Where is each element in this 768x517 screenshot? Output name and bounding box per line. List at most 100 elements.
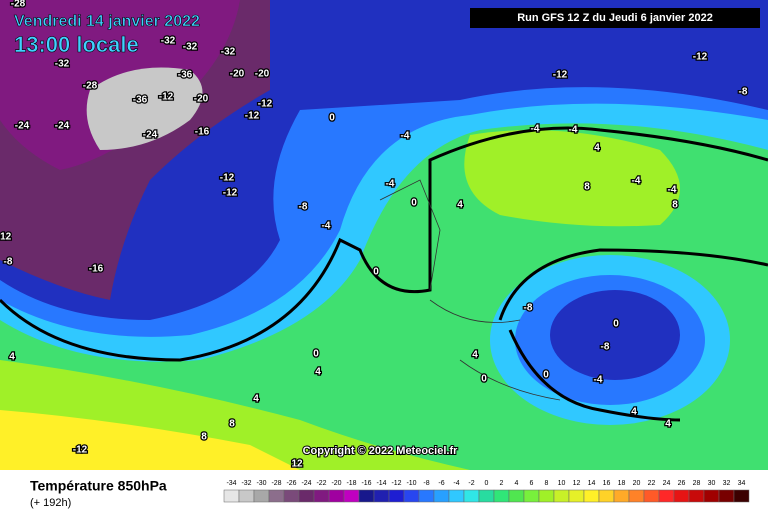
- contour-label: -12: [223, 188, 238, 199]
- legend-swatch: [448, 489, 465, 503]
- contour-label: -12: [693, 52, 708, 63]
- legend-label: 34: [738, 480, 746, 487]
- legend-swatch: [238, 489, 255, 503]
- legend-swatch: [373, 489, 390, 503]
- legend-swatch: [328, 489, 345, 503]
- contour-label: -12: [159, 92, 174, 103]
- contour-label: 0: [329, 113, 335, 124]
- legend-label: 24: [663, 480, 671, 487]
- contour-label: 4: [315, 367, 321, 378]
- legend-swatch: [403, 489, 420, 503]
- legend-swatch: [463, 489, 480, 503]
- contour-label: -32: [161, 36, 176, 47]
- isotherm-0: [0, 126, 768, 362]
- contour-label: 4: [594, 143, 600, 154]
- legend-label: 18: [618, 480, 626, 487]
- legend-swatch: [343, 489, 360, 503]
- legend-swatch: [658, 489, 675, 503]
- contour-label: -24: [15, 121, 30, 132]
- contour-label: -20: [230, 69, 245, 80]
- legend-label: -10: [406, 480, 416, 487]
- contour-label: -4: [668, 185, 677, 196]
- contour-label: -36: [178, 70, 193, 81]
- contour-label: -8: [299, 202, 308, 213]
- contour-label: -12: [245, 111, 260, 122]
- legend-swatch: [223, 489, 240, 503]
- legend-label: -28: [271, 480, 281, 487]
- legend-label: -34: [226, 480, 236, 487]
- color-legend: -34 -32 -30 -28 -26 -24 -22 -20 -18 -16 -14 -12 -10-…: [223, 480, 750, 503]
- legend-swatch: [733, 489, 750, 503]
- contour-label: 0: [543, 370, 549, 381]
- legend-label: 22: [648, 480, 656, 487]
- contour-labels: -28-32-32 -32-32-36-36-20 -20-20-28-12-12-…: [0, 0, 749, 471]
- contour-label: 4: [472, 350, 478, 361]
- copyright: Copyright © 2022 Meteociel.fr: [303, 445, 459, 457]
- contour-label: 0: [373, 267, 379, 278]
- legend-swatch: [718, 489, 735, 503]
- contour-label: -16: [89, 264, 104, 275]
- legend-label: 0: [485, 480, 489, 487]
- legend-label: 10: [558, 480, 566, 487]
- legend-label: 16: [603, 480, 611, 487]
- contour-label: -12: [73, 445, 88, 456]
- legend-label: -26: [286, 480, 296, 487]
- contour-label: -4: [531, 124, 540, 135]
- legend-label: 6: [530, 480, 534, 487]
- contour-label: -28: [11, 0, 26, 10]
- contour-label: -8: [524, 303, 533, 314]
- legend-label: 2: [500, 480, 504, 487]
- contour-label: -4: [632, 176, 641, 187]
- contour-label: 4: [457, 200, 463, 211]
- legend-swatch: [253, 489, 270, 503]
- legend-label: -4: [453, 480, 459, 487]
- contour-label: -32: [221, 47, 236, 58]
- contour-label: -4: [594, 375, 603, 386]
- legend-label: -14: [376, 480, 386, 487]
- legend-label: -2: [468, 480, 474, 487]
- contour-label: 8: [201, 432, 207, 443]
- run-info: Run GFS 12 Z du Jeudi 6 janvier 2022: [517, 12, 713, 24]
- contour-label: 0: [411, 198, 417, 209]
- legend-swatch: [673, 489, 690, 503]
- legend-label: 8: [545, 480, 549, 487]
- legend-swatch: [538, 489, 555, 503]
- legend-label: -8: [423, 480, 429, 487]
- time: 13:00 locale: [14, 32, 139, 57]
- contour-label: 8: [229, 419, 235, 430]
- contour-label: -28: [83, 81, 98, 92]
- legend-swatch: [478, 489, 495, 503]
- legend-swatch: [688, 489, 705, 503]
- contour-label: 8: [672, 200, 678, 211]
- contour-label: -24: [55, 121, 70, 132]
- legend-swatch: [643, 489, 660, 503]
- coastline: [379, 179, 561, 401]
- contour-label: 12: [291, 459, 303, 470]
- legend-swatch: [523, 489, 540, 503]
- contour-label: -12: [258, 99, 273, 110]
- contour-label: -36: [133, 95, 148, 106]
- footer-lead: (+ 192h): [30, 497, 71, 509]
- contour-label: -12: [0, 232, 12, 243]
- run-box: [470, 8, 760, 28]
- legend-label: 20: [633, 480, 641, 487]
- contour-label: 4: [631, 407, 637, 418]
- legend-label: -6: [438, 480, 444, 487]
- legend-label: 26: [678, 480, 686, 487]
- contour-label: -16: [195, 127, 210, 138]
- legend-label: 32: [723, 480, 731, 487]
- legend-swatch: [598, 489, 615, 503]
- field-yellow: [0, 410, 300, 470]
- contour-label: -20: [194, 94, 209, 105]
- legend-swatch: [298, 489, 315, 503]
- contour-label: 8: [584, 182, 590, 193]
- legend-swatch: [268, 489, 285, 503]
- contour-label: -8: [601, 342, 610, 353]
- legend-swatch: [613, 489, 630, 503]
- field-gray: [86, 67, 203, 150]
- contour-label: -4: [386, 179, 395, 190]
- legend-swatch: [553, 489, 570, 503]
- contour-label: -4: [401, 131, 410, 142]
- legend-label: 14: [588, 480, 596, 487]
- legend-swatch: [358, 489, 375, 503]
